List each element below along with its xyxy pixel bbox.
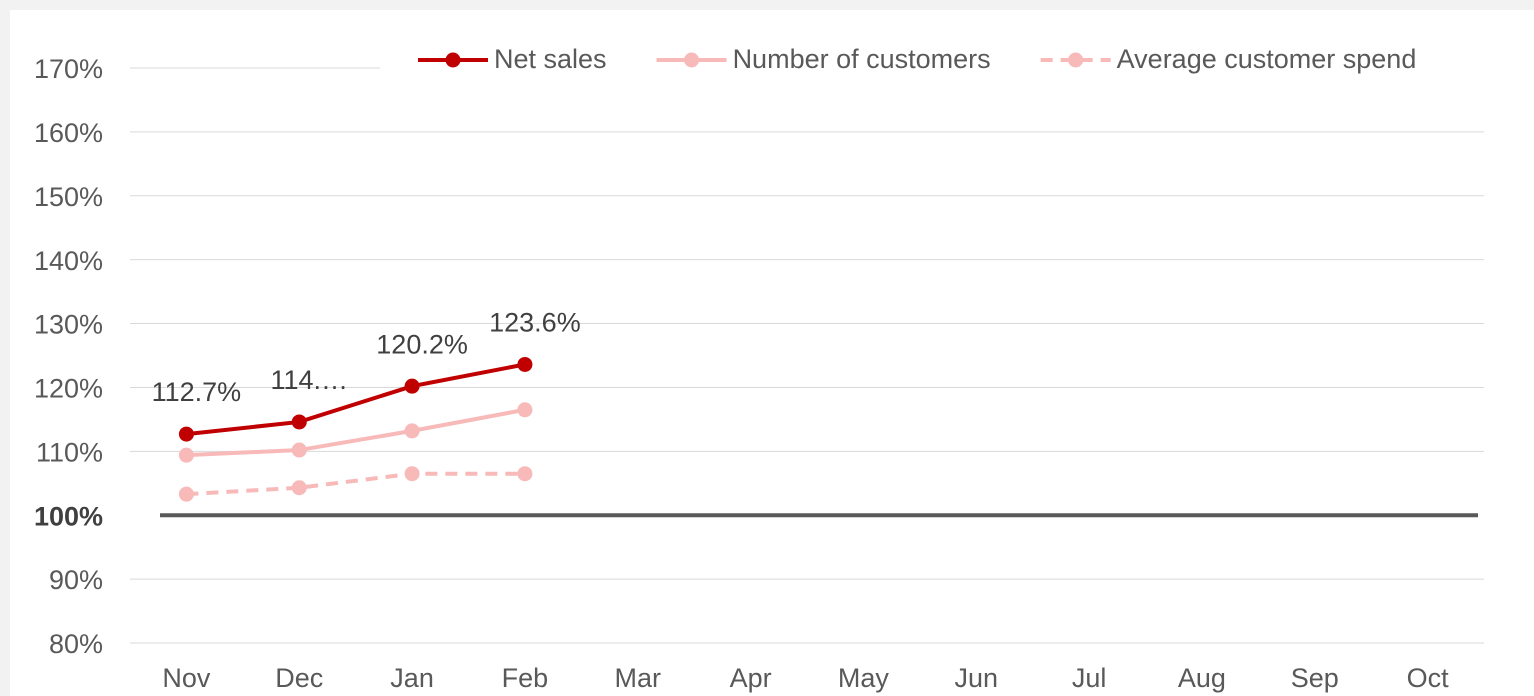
legend-marker [445,52,461,68]
y-tick-label: 100% [34,501,103,531]
point [404,466,420,482]
point [178,447,194,463]
x-tick-label: Apr [730,663,772,693]
point [517,466,533,482]
x-tick-label: Aug [1178,663,1226,693]
y-tick-label: 140% [34,246,103,276]
y-tick-label: 120% [34,374,103,404]
x-tick-label: Sep [1291,663,1339,693]
x-tick-label: Jul [1072,663,1107,693]
legend-label: Number of customers [733,44,991,74]
series-line [186,407,526,458]
x-tick-label: Oct [1407,663,1450,693]
legend-background [380,38,1534,82]
point [178,426,194,442]
legend-label: Average customer spend [1117,44,1417,74]
point [291,442,307,458]
x-tick-label: Mar [615,663,662,693]
series-line [186,362,526,437]
point [517,402,533,418]
x-tick-label: Feb [502,663,549,693]
point [291,480,307,496]
y-tick-label: 160% [34,118,103,148]
data-label: 120.2% [376,329,468,359]
legend-marker [1068,52,1084,68]
chart-area [10,10,1534,696]
y-tick-label: 150% [34,182,103,212]
x-tick-label: May [838,663,890,693]
series-line [186,471,525,497]
data-label: 112.7% [152,377,242,407]
x-tick-label: Dec [275,663,323,693]
y-tick-label: 130% [34,310,103,340]
legend-marker [684,52,700,68]
point [517,356,533,372]
point [404,378,420,394]
y-tick-label: 170% [34,54,103,84]
y-tick-label: 90% [49,565,103,595]
x-tick-label: Jun [954,663,998,693]
x-tick-label: Nov [162,663,211,693]
data-label: 114.… [270,365,348,395]
point [178,486,194,502]
x-tick-label: Jan [390,663,434,693]
point [291,414,307,430]
point [404,423,420,439]
data-label: 123.6% [489,308,581,338]
y-tick-label: 80% [49,629,103,659]
legend-label: Net sales [494,44,607,74]
y-tick-label: 110% [36,437,103,467]
